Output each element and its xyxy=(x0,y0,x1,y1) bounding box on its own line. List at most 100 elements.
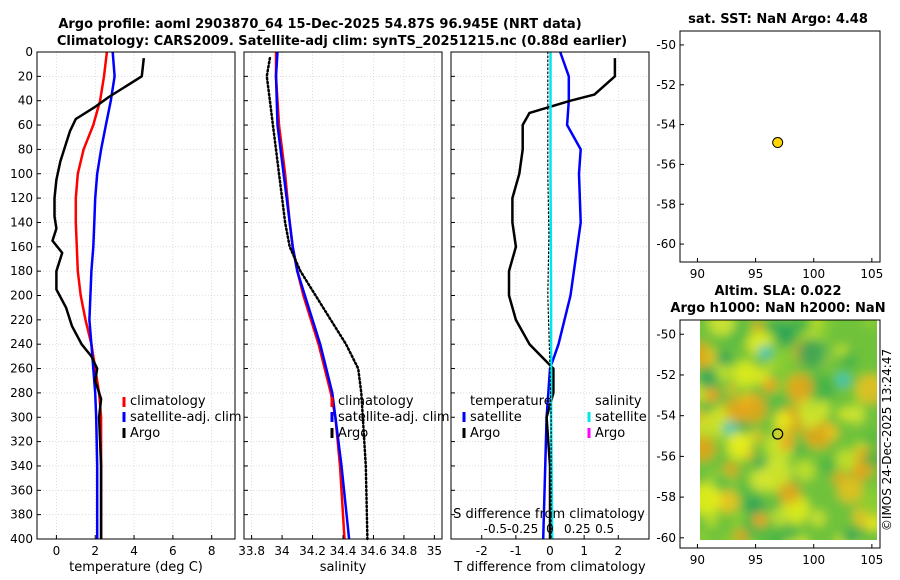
y-tick-label: -60 xyxy=(656,237,676,251)
sla-cell xyxy=(700,435,716,462)
salinity-panel: 33.8 34 34.2 34.4 34.6 34.8 35 salinity xyxy=(238,51,443,575)
sla-cell xyxy=(823,424,839,440)
y-tick-label: 320 xyxy=(10,435,33,449)
y-tick-label: 0 xyxy=(25,45,33,59)
s-tick-label: 0.5 xyxy=(595,522,614,536)
x-tick-label: 34.4 xyxy=(330,544,357,558)
sla-cell xyxy=(703,410,730,437)
sla-cell xyxy=(780,436,794,450)
series-satellite-adj-clim xyxy=(274,51,351,540)
x-tick-label: 8 xyxy=(208,544,216,558)
x-tick-label: 34.6 xyxy=(360,544,387,558)
legend-argo-label: Argo xyxy=(338,426,368,441)
series-satellite-adj-clim xyxy=(88,51,116,539)
y-tick-label: 20 xyxy=(18,69,33,83)
legend-salinity-heading: salinity xyxy=(595,394,642,409)
series-argo xyxy=(51,57,146,539)
sst-map-title: sat. SST: NaN Argo: 4.48 xyxy=(688,12,868,27)
sla-cell xyxy=(733,528,749,540)
sla-cell xyxy=(794,460,815,482)
sla-cell xyxy=(751,430,764,443)
y-tick-label: -52 xyxy=(656,368,676,382)
y-tick-label: -50 xyxy=(656,38,676,52)
y-tick-label: 160 xyxy=(10,240,33,254)
sla-cell xyxy=(700,368,719,389)
sla-cell xyxy=(716,350,733,367)
y-tick-label: 260 xyxy=(10,362,33,376)
series-t-satellite xyxy=(541,51,582,540)
sla-cell xyxy=(798,396,828,425)
x-tick-label: 105 xyxy=(860,267,883,281)
sla-cell xyxy=(763,378,777,392)
sla-cell xyxy=(856,374,877,404)
y-tick-label: 400 xyxy=(10,532,33,546)
y-tick-label: 180 xyxy=(10,264,33,278)
sla-cell xyxy=(752,320,764,332)
sla-cell xyxy=(837,477,863,503)
x-tick-label: 35 xyxy=(427,544,442,558)
sla-cell xyxy=(705,515,718,527)
salinity-legend: climatology satellite-adj. clim Argo xyxy=(330,394,450,441)
sla-cell xyxy=(836,373,850,387)
sla-cell xyxy=(864,450,877,468)
legend-climatology-label: climatology xyxy=(130,394,206,409)
y-tick-label: -54 xyxy=(656,118,676,132)
x-tick-label: 100 xyxy=(802,553,825,567)
sla-cell xyxy=(749,469,772,492)
y-tick-label: 120 xyxy=(10,191,33,205)
sla-cell xyxy=(732,360,759,388)
s-tick-label: 0 xyxy=(546,522,554,536)
sla-cell xyxy=(866,516,877,532)
sla-cell xyxy=(786,373,814,402)
sla-cell xyxy=(754,457,767,470)
y-tick-label: 360 xyxy=(10,483,33,497)
x-tick-label: 6 xyxy=(169,544,177,558)
sla-cell xyxy=(719,534,738,540)
y-tick-label: 200 xyxy=(10,289,33,303)
x-tick-label: 90 xyxy=(690,267,705,281)
sla-map-title-line1: Altim. SLA: 0.022 xyxy=(715,284,842,299)
legend-argo-label: Argo xyxy=(130,426,160,441)
sla-cell xyxy=(705,388,719,402)
s-tick-label: -0.5 xyxy=(484,522,507,536)
sla-cell xyxy=(773,411,793,430)
legend-t-satellite-label: satellite xyxy=(470,410,522,425)
sla-cell xyxy=(753,513,767,527)
sla-cell xyxy=(778,481,801,505)
x-tick-label: 34.2 xyxy=(299,544,326,558)
series-argo xyxy=(265,56,369,541)
sla-cell xyxy=(792,442,806,456)
sla-cell xyxy=(820,457,837,474)
x-tick-label: 2 xyxy=(614,544,622,558)
sla-cell xyxy=(758,345,772,359)
sla-cell xyxy=(841,528,861,540)
y-tick-label: -54 xyxy=(656,409,676,423)
sla-cell xyxy=(819,320,833,330)
sla-field xyxy=(700,320,877,540)
x-tick-label: 2 xyxy=(91,544,99,558)
y-tick-label: 280 xyxy=(10,386,33,400)
x-tick-label: 0 xyxy=(53,544,61,558)
y-tick-label: 340 xyxy=(10,459,33,473)
sla-cell xyxy=(846,405,865,424)
x-tick-label: 0 xyxy=(546,544,554,558)
y-tick-label: -56 xyxy=(656,157,676,171)
series-t-argo xyxy=(507,58,617,539)
x-axis-label: temperature (deg C) xyxy=(69,560,203,575)
sla-cell xyxy=(810,510,826,526)
s-tick-label: 0.25 xyxy=(564,522,591,536)
y-tick-label: -60 xyxy=(656,531,676,545)
sla-cell xyxy=(744,496,765,517)
axes-frame xyxy=(679,319,881,549)
x-tick-label: -2 xyxy=(476,544,488,558)
x-tick-label: 95 xyxy=(748,267,763,281)
difference-panel: -2 -1 0 1 2 T difference from climatology -0.5… xyxy=(450,51,650,575)
sla-cell xyxy=(851,464,869,483)
x-tick-label: 1 xyxy=(580,544,588,558)
temperature-legend: climatology satellite-adj. clim Argo xyxy=(122,394,242,441)
s-tick-label: -0.25 xyxy=(507,522,538,536)
sla-cell xyxy=(769,507,790,527)
x-tick-label: 95 xyxy=(748,553,763,567)
x-axis-label: T difference from climatology xyxy=(453,560,646,575)
sla-cell xyxy=(840,351,858,370)
